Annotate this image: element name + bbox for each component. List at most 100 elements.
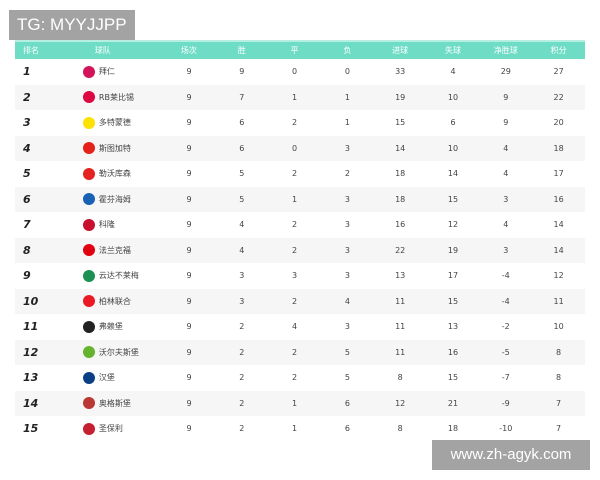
drawn: 0 — [292, 143, 298, 153]
table-row: 6 霍芬海姆 9 5 1 3 18 15 3 16 — [15, 186, 585, 212]
goals-for: 8 — [397, 373, 403, 383]
played: 9 — [186, 296, 192, 306]
points: 12 — [553, 271, 564, 281]
table-row: 15 圣保利 9 2 1 6 8 18 -10 7 — [15, 416, 585, 442]
team-logo-icon — [82, 91, 95, 104]
goals-against: 4 — [450, 67, 456, 77]
drawn: 1 — [292, 92, 298, 102]
goals-against: 10 — [447, 143, 459, 153]
points: 14 — [553, 245, 564, 255]
played: 9 — [186, 322, 192, 332]
goals-against: 17 — [447, 271, 459, 281]
played: 9 — [186, 398, 192, 408]
lost: 1 — [344, 92, 350, 102]
goals-for: 13 — [395, 271, 406, 281]
goal-diff: -2 — [501, 322, 510, 332]
goal-diff: -4 — [501, 296, 510, 306]
drawn: 2 — [292, 347, 298, 357]
played: 9 — [186, 373, 192, 383]
lost: 3 — [344, 220, 350, 230]
team-name: 汉堡 — [98, 373, 115, 383]
goals-against: 21 — [447, 398, 459, 408]
won: 2 — [239, 424, 245, 434]
rank: 9 — [23, 269, 31, 283]
goals-for: 11 — [395, 322, 406, 332]
team-logo-icon — [82, 320, 95, 333]
team-name: RB莱比锡 — [98, 92, 134, 102]
goals-against: 12 — [447, 220, 459, 230]
lost: 2 — [344, 169, 350, 179]
goal-diff: 3 — [503, 245, 509, 255]
points: 7 — [556, 424, 562, 434]
goal-diff: -10 — [499, 424, 513, 434]
rank: 6 — [23, 192, 31, 206]
table-row: 12 沃尔夫斯堡 9 2 2 5 11 16 -5 8 — [15, 339, 585, 365]
lost: 4 — [344, 296, 350, 306]
won: 2 — [239, 373, 245, 383]
points: 11 — [553, 296, 564, 306]
team-logo-icon — [82, 218, 95, 231]
team-logo-icon — [82, 167, 95, 180]
points: 8 — [556, 373, 562, 383]
team-logo-icon — [82, 193, 95, 206]
won: 2 — [239, 398, 245, 408]
won: 3 — [239, 271, 245, 281]
points: 7 — [556, 398, 562, 408]
points: 16 — [553, 194, 564, 204]
rank: 15 — [23, 422, 39, 436]
team-logo-icon — [82, 269, 95, 282]
header-team: 球队 — [94, 46, 111, 55]
team-cell: 拜仁 — [43, 65, 163, 78]
drawn: 2 — [292, 245, 298, 255]
goals-for: 11 — [395, 347, 406, 357]
rank: 10 — [23, 294, 39, 308]
team-cell: 圣保利 — [43, 422, 163, 435]
goal-diff: 4 — [503, 220, 509, 230]
header-goals-for: 进球 — [392, 46, 409, 55]
rank: 12 — [23, 345, 39, 359]
points: 18 — [553, 143, 564, 153]
won: 9 — [239, 67, 245, 77]
header-played: 场次 — [180, 46, 197, 55]
team-logo-icon — [82, 142, 95, 155]
goals-for: 15 — [395, 118, 406, 128]
team-name: 科隆 — [98, 220, 115, 230]
played: 9 — [186, 143, 192, 153]
rank: 13 — [23, 371, 39, 385]
lost: 5 — [344, 347, 350, 357]
team-name: 沃尔夫斯堡 — [98, 347, 139, 357]
team-logo-icon — [82, 422, 95, 435]
played: 9 — [186, 271, 192, 281]
goal-diff: 3 — [503, 194, 509, 204]
points: 8 — [556, 347, 562, 357]
drawn: 2 — [292, 118, 298, 128]
drawn: 2 — [292, 296, 298, 306]
lost: 1 — [344, 118, 350, 128]
team-logo-icon — [82, 244, 95, 257]
table-row: 2 RB莱比锡 9 7 1 1 19 10 9 22 — [15, 84, 585, 110]
team-cell: 弗赖堡 — [43, 320, 163, 333]
goal-diff: 9 — [503, 92, 509, 102]
lost: 0 — [344, 67, 350, 77]
goal-diff: -9 — [501, 398, 510, 408]
team-name: 多特蒙德 — [98, 118, 131, 128]
table-row: 14 奥格斯堡 9 2 1 6 12 21 -9 7 — [15, 390, 585, 416]
team-name: 法兰克福 — [98, 245, 131, 255]
goals-for: 19 — [395, 92, 406, 102]
goal-diff: 9 — [503, 118, 509, 128]
watermark-top: TG: MYYJJPP — [9, 10, 135, 40]
goal-diff: -5 — [501, 347, 510, 357]
rank: 14 — [23, 396, 39, 410]
played: 9 — [186, 169, 192, 179]
team-cell: RB莱比锡 — [43, 91, 163, 104]
team-name: 柏林联合 — [98, 296, 131, 306]
rank: 1 — [23, 65, 31, 79]
drawn: 3 — [292, 271, 298, 281]
team-logo-icon — [82, 116, 95, 129]
team-cell: 奥格斯堡 — [43, 397, 163, 410]
table-header: 排名 球队 场次 胜 平 负 进球 失球 净胜球 积分 — [15, 40, 585, 59]
table-row: 11 弗赖堡 9 2 4 3 11 13 -2 10 — [15, 314, 585, 340]
won: 5 — [239, 169, 245, 179]
team-cell: 沃尔夫斯堡 — [43, 346, 163, 359]
team-cell: 法兰克福 — [43, 244, 163, 257]
